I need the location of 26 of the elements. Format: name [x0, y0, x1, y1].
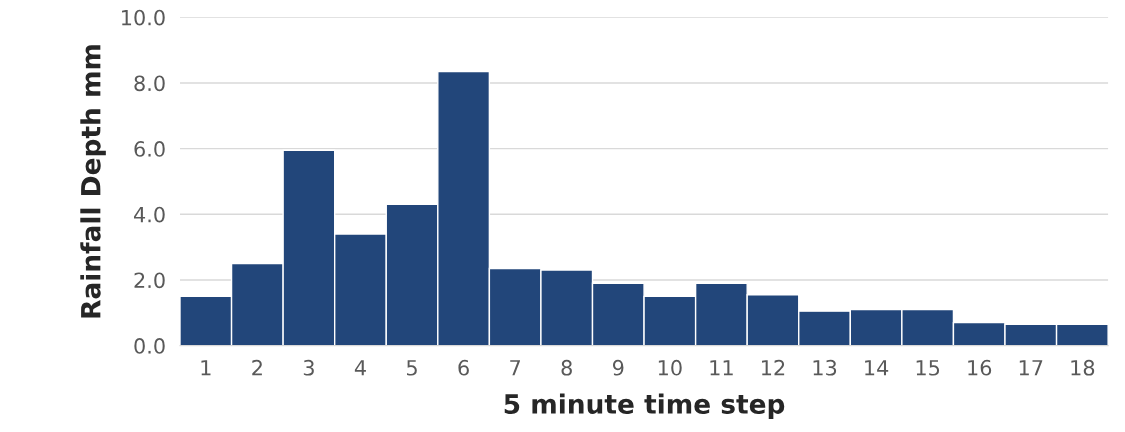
- y-tick-label: 10.0: [122, 9, 165, 26]
- x-tick-label: 4: [354, 360, 366, 376]
- y-tick-label: 6.0: [134, 141, 165, 157]
- x-tick-label: 17: [1019, 360, 1043, 376]
- x-tick-label: 6: [458, 359, 469, 376]
- y-tick-label: 4.0: [134, 206, 165, 223]
- x-tick-label: 14: [865, 360, 889, 376]
- y-tick-label: 2.0: [134, 272, 165, 289]
- y-axis-title: Rainfall Depth mm: [80, 45, 106, 318]
- x-tick-label: 1: [201, 360, 211, 376]
- x-tick-label: 5: [407, 360, 417, 376]
- x-tick-label: 7: [510, 360, 520, 376]
- y-tick-label: 8.0: [134, 75, 165, 92]
- x-tick-label: 15: [916, 360, 940, 376]
- x-tick-label: 9: [612, 359, 624, 376]
- x-tick-label: 10: [658, 359, 682, 376]
- x-tick-label: 11: [710, 360, 733, 376]
- x-tick-label: 8: [561, 359, 572, 376]
- x-axis-title: 5 minute time step: [504, 393, 785, 420]
- x-tick-label: 12: [762, 359, 785, 376]
- y-tick-label: 0.0: [134, 338, 165, 354]
- x-tick-label: 13: [813, 359, 837, 376]
- x-tick-label: 16: [968, 359, 992, 376]
- x-tick-label: 3: [303, 359, 314, 376]
- x-tick-label: 2: [252, 359, 262, 376]
- x-tick-label: 18: [1071, 359, 1095, 376]
